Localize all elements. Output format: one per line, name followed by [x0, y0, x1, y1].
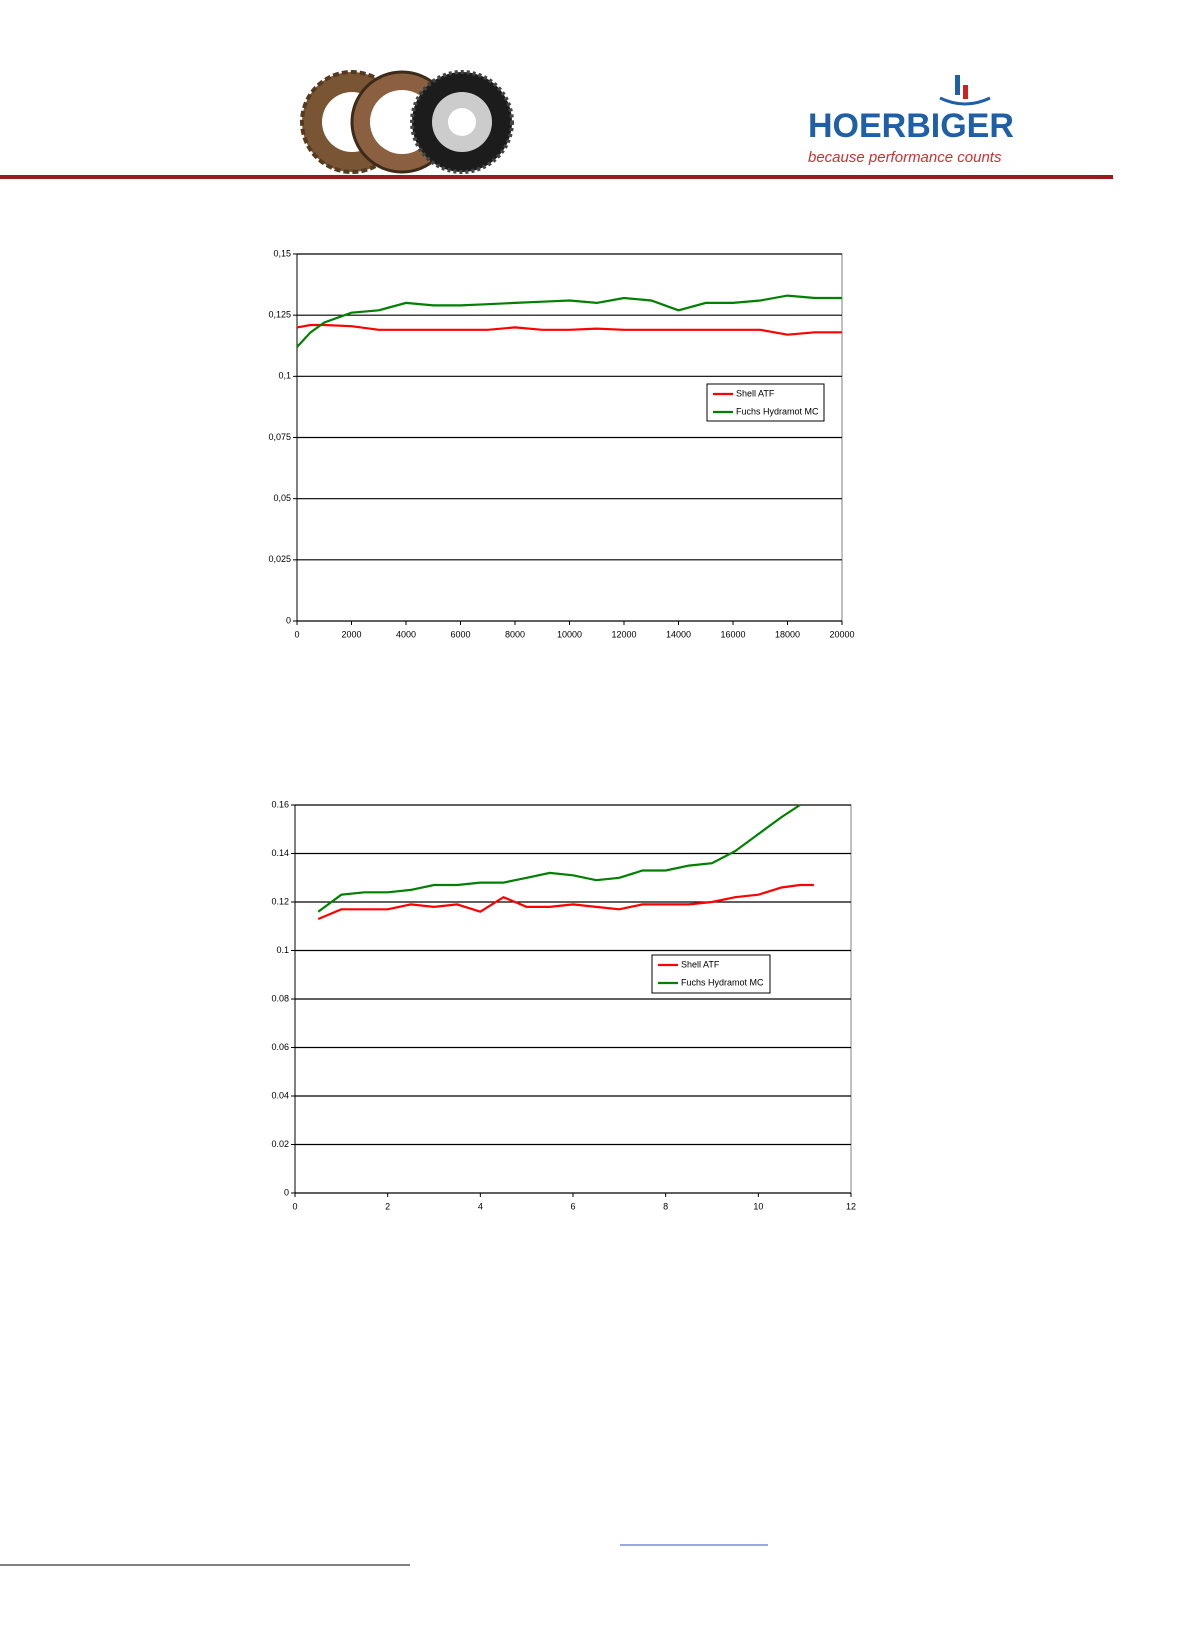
- series-line: [296, 323, 842, 336]
- y-tick-label: 0,15: [273, 248, 291, 258]
- x-tick-label: 18000: [775, 629, 800, 639]
- x-tick-label: 4: [478, 1201, 483, 1211]
- y-tick-label: 0.14: [271, 848, 289, 858]
- legend-label: Shell ATF: [736, 388, 775, 398]
- legend-label: Fuchs Hydramot MC: [681, 977, 764, 987]
- x-tick-label: 2000: [341, 629, 361, 639]
- x-tick-label: 2: [385, 1201, 390, 1211]
- legend: [706, 383, 825, 422]
- x-tick-label: 0: [294, 629, 299, 639]
- x-tick-label: 4000: [396, 629, 416, 639]
- x-tick-label: 8: [663, 1201, 668, 1211]
- legend-label: Fuchs Hydramot MC: [736, 406, 819, 416]
- x-tick-label: 6: [570, 1201, 575, 1211]
- x-tick-label: 0: [292, 1201, 297, 1211]
- x-tick-label: 20000: [829, 629, 854, 639]
- x-tick-label: 14000: [666, 629, 691, 639]
- x-tick-label: 10: [753, 1201, 763, 1211]
- clutch-disc-logo: [300, 70, 514, 174]
- y-tick-label: 0,05: [273, 493, 291, 503]
- y-tick-label: 0: [284, 1187, 289, 1197]
- y-tick-label: 0,075: [268, 432, 291, 442]
- y-tick-label: 0.12: [271, 896, 289, 906]
- y-tick-label: 0,125: [268, 310, 291, 320]
- legend: [651, 954, 771, 994]
- brand: HOERBIGER: [808, 107, 1014, 145]
- y-tick-label: 0.1: [276, 945, 289, 955]
- x-tick-label: 12000: [611, 629, 636, 639]
- y-tick-label: 0.02: [271, 1139, 289, 1149]
- y-tick-label: 0: [286, 615, 291, 625]
- x-tick-label: 6000: [450, 629, 470, 639]
- y-tick-label: 0,1: [278, 371, 291, 381]
- series-line: [296, 294, 842, 348]
- series-line: [317, 804, 801, 913]
- series-line: [317, 883, 814, 921]
- x-tick-label: 8000: [505, 629, 525, 639]
- header-rule: [0, 175, 1113, 179]
- x-tick-label: 10000: [557, 629, 582, 639]
- legend-label: Shell ATF: [681, 959, 720, 969]
- y-tick-label: 0,025: [268, 554, 291, 564]
- y-tick-label: 0.06: [271, 1042, 289, 1052]
- x-tick-label: 12: [846, 1201, 856, 1211]
- y-tick-label: 0.04: [271, 1090, 289, 1100]
- hoerbiger-logo: HOERBIGER because performance counts: [808, 75, 1014, 166]
- x-tick-label: 16000: [720, 629, 745, 639]
- y-tick-label: 0.16: [271, 799, 289, 809]
- y-tick-label: 0.08: [271, 993, 289, 1003]
- tagline: because performance counts: [808, 149, 1002, 166]
